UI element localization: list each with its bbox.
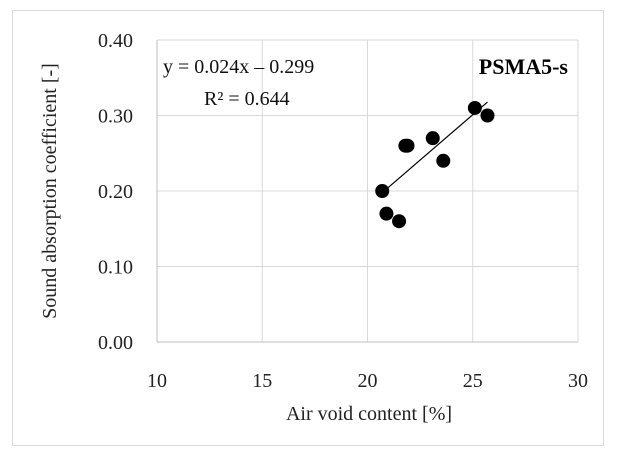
y-tick-label: 0.10 — [98, 257, 133, 279]
gridlines — [156, 39, 579, 343]
data-point — [425, 131, 440, 146]
x-axis-title: Air void content [%] — [286, 403, 452, 425]
plot-axes — [156, 40, 578, 343]
x-tick-label: 15 — [252, 370, 272, 392]
y-tick-label: 0.40 — [98, 30, 133, 52]
x-tick-label: 30 — [568, 370, 588, 392]
y-tick-labels: 0.00 0.10 0.20 0.30 0.40 — [98, 30, 133, 354]
x-tick-label: 20 — [358, 370, 378, 392]
trendline-group — [381, 101, 488, 194]
y-axis-title: Sound absorption coefficient [-] — [39, 63, 61, 319]
data-point — [375, 184, 390, 198]
x-tick-label: 25 — [463, 370, 483, 392]
data-point — [400, 138, 415, 153]
data-point — [480, 108, 495, 123]
r-squared-label: R² = 0.644 — [204, 88, 290, 110]
y-tick-label: 0.20 — [98, 181, 133, 203]
trendline-equation: y = 0.024x – 0.299 — [163, 56, 314, 78]
y-tick-label: 0.00 — [98, 332, 133, 354]
data-point — [392, 214, 407, 229]
data-points — [375, 100, 495, 229]
data-point — [467, 100, 482, 115]
y-tick-label: 0.30 — [98, 106, 133, 128]
chart-title: PSMA5-s — [479, 54, 569, 79]
trendline — [381, 101, 488, 194]
x-tick-label: 10 — [147, 370, 167, 392]
x-tick-labels: 10 15 20 25 30 — [147, 370, 588, 392]
data-point — [379, 206, 394, 221]
chart-frame — [12, 10, 604, 446]
data-point — [436, 153, 451, 168]
